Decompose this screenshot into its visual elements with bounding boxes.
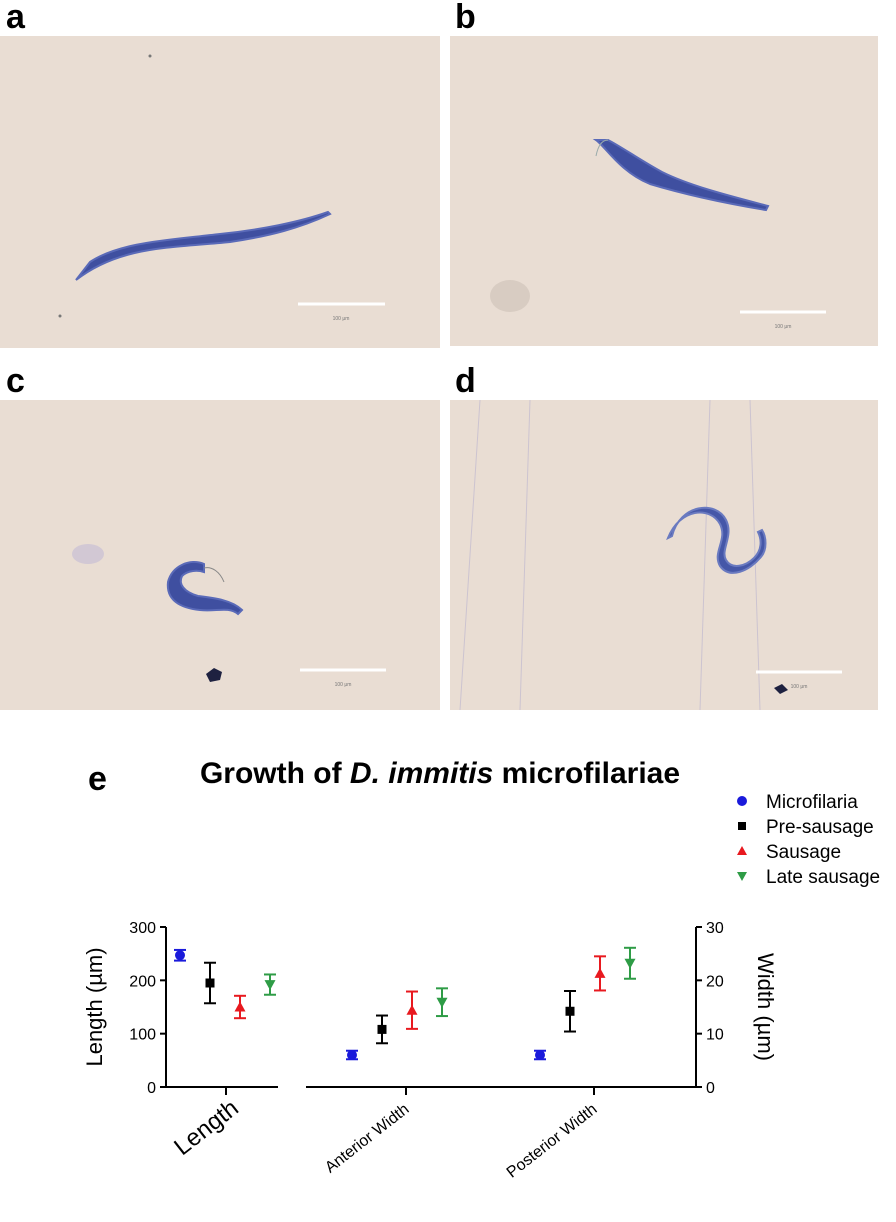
right-tick-label: 0 (706, 1080, 715, 1097)
microfilaria-a-image: 100 μm (58, 54, 385, 322)
data-point (624, 958, 636, 969)
data-point (436, 997, 448, 1008)
scale-bar-text-a: 100 μm (333, 316, 350, 322)
right-tick-label: 10 (706, 1027, 724, 1044)
chart-axes: 0 100 200 300 Length (µm) 0 10 20 30 Width (µm) Le… (82, 920, 778, 1181)
micrograph-panel-c: 100 μm (0, 400, 440, 710)
right-axis-label: Width (µm) (753, 953, 778, 1061)
panel-label-e: e (88, 760, 107, 798)
left-axis-label: Length (µm) (82, 947, 107, 1066)
right-tick-label: 30 (706, 920, 724, 937)
legend-marker (737, 796, 747, 806)
left-tick-label: 300 (129, 920, 156, 937)
panel-label-c: c (6, 362, 25, 400)
micrograph-panel-d: 100 μm (450, 400, 878, 710)
data-point (594, 967, 606, 978)
left-tick-label: 200 (129, 973, 156, 990)
right-tick-label: 20 (706, 973, 724, 990)
scale-bar-text-d: 100 μm (791, 684, 808, 690)
left-tick-label: 100 (129, 1027, 156, 1044)
legend-marker (737, 846, 747, 855)
legend-label: Sausage (766, 842, 841, 863)
legend-marker (738, 822, 746, 830)
scale-bar-text-c: 100 μm (335, 682, 352, 688)
chart-title: Growth of D. immitis microfilariae (200, 757, 680, 790)
panel-label-d: d (455, 362, 476, 400)
legend-marker (737, 872, 747, 881)
x-tick-label: Anterior Width (322, 1101, 412, 1177)
legend-label: Pre-sausage (766, 817, 874, 838)
microfilaria-b-image: 100 μm (490, 139, 826, 330)
panel-label-a: a (6, 0, 25, 36)
scale-bar-text-b: 100 μm (775, 324, 792, 330)
x-tick-label: Posterior Width (504, 1101, 601, 1182)
microfilaria-c-image: 100 μm (72, 544, 386, 688)
legend-label: Microfilaria (766, 792, 858, 813)
data-point (234, 1001, 246, 1012)
panel-label-b: b (455, 0, 476, 36)
micrograph-panel-b: 100 μm (450, 36, 878, 346)
data-point (175, 950, 185, 961)
left-tick-label: 0 (147, 1080, 156, 1097)
data-point (535, 1050, 545, 1060)
micrograph-panel-a: 100 μm (0, 36, 440, 348)
x-tick-label: Length (169, 1094, 243, 1160)
data-point (565, 1006, 575, 1016)
microfilaria-d-image: 100 μm (459, 400, 842, 710)
legend-label: Late sausage (766, 867, 880, 888)
data-point (377, 1024, 387, 1034)
chart-legend: Microfilaria Pre-sausage Sausage Late sausa… (737, 792, 880, 888)
data-point (205, 978, 215, 988)
growth-chart: e Growth of D. immitis microfilariae 0 10… (82, 757, 880, 1181)
chart-marks (174, 946, 636, 1061)
data-point (347, 1050, 357, 1060)
data-point (264, 980, 276, 991)
data-point (406, 1004, 418, 1015)
